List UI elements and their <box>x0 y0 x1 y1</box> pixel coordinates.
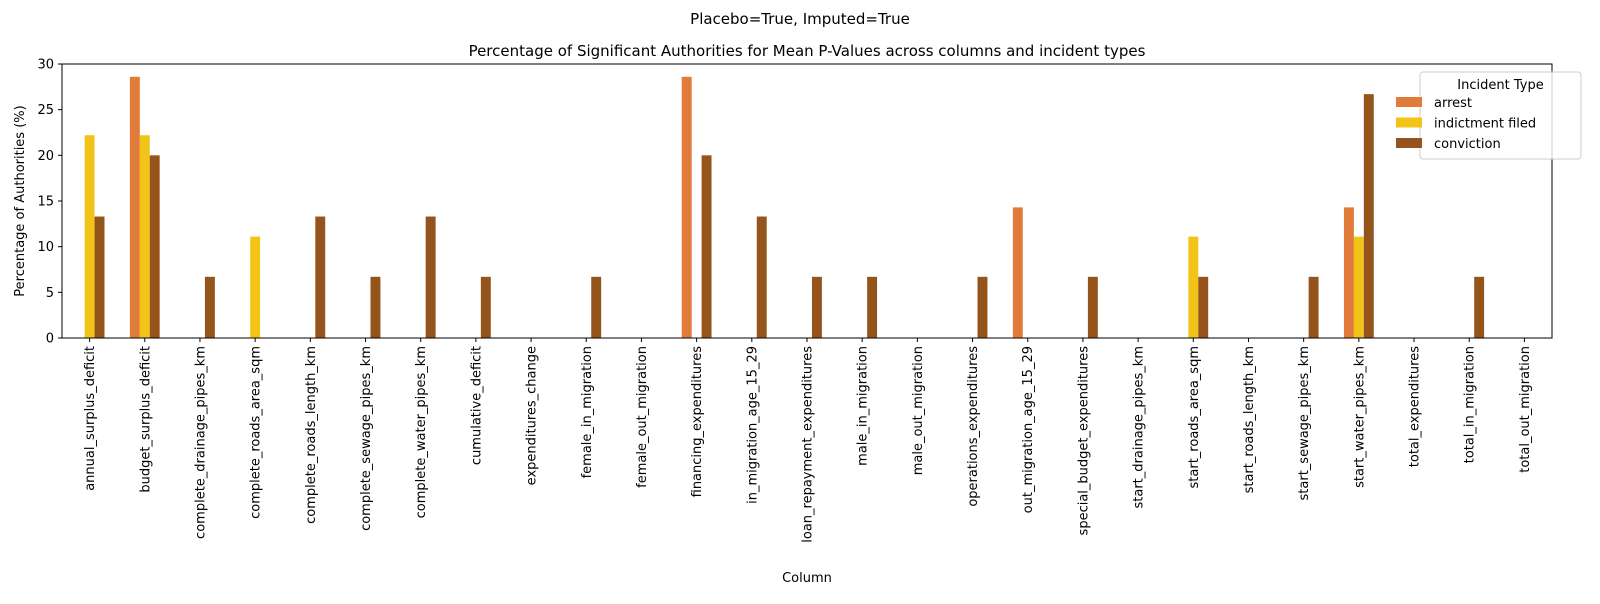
x-axis-label: Column <box>782 571 832 586</box>
bar-conviction-loan_repayment_expenditures <box>811 276 822 338</box>
legend-label-arrest: arrest <box>1434 96 1472 111</box>
legend-swatch-indictment-filed <box>1396 117 1422 128</box>
bar-conviction-special_budget_expenditures <box>1087 276 1098 338</box>
bar-conviction-financing_expenditures <box>701 155 712 338</box>
legend-label-indictment-filed: indictment filed <box>1434 117 1536 132</box>
bar-conviction-in_migration_age_15_29 <box>756 216 767 338</box>
bar-conviction-start_roads_area_sqm <box>1198 276 1209 338</box>
x-tick-label: cumulative_deficit <box>469 346 484 465</box>
bar-conviction-start_sewage_pipes_km <box>1308 276 1319 338</box>
bar-arrest-budget_surplus_deficit <box>129 76 140 338</box>
bar-conviction-male_in_migration <box>867 276 878 338</box>
x-tick-label: special_budget_expenditures <box>1076 346 1091 536</box>
x-tick-label: loan_repayment_expenditures <box>801 346 816 543</box>
x-tick-label: total_expenditures <box>1408 346 1423 467</box>
bar-conviction-cumulative_deficit <box>480 276 491 338</box>
x-tick-label: complete_roads_area_sqm <box>249 346 264 519</box>
y-axis-label: Percentage of Authorities (%) <box>13 105 28 296</box>
x-tick-label: male_out_migration <box>911 346 926 475</box>
bar-conviction-start_water_pipes_km <box>1363 94 1374 338</box>
plot-frame <box>61 63 1553 339</box>
y-tick-label: 15 <box>37 195 54 210</box>
x-tick-label: operations_expenditures <box>966 346 981 507</box>
x-tick-label: complete_roads_length_km <box>304 346 319 524</box>
x-tick-label: total_out_migration <box>1518 346 1533 473</box>
x-tick-label: complete_drainage_pipes_km <box>193 346 208 539</box>
x-tick-label: female_in_migration <box>580 346 595 478</box>
legend-swatch-conviction <box>1396 138 1422 148</box>
x-tick-label: budget_surplus_deficit <box>138 346 153 493</box>
y-tick-label: 20 <box>37 149 54 164</box>
x-tick-label: total_in_migration <box>1463 346 1478 463</box>
x-tick-label: expenditures_change <box>525 346 540 485</box>
bar-conviction-operations_expenditures <box>977 276 988 338</box>
bar-conviction-total_in_migration <box>1474 276 1485 338</box>
x-tick-label: in_migration_age_15_29 <box>745 346 760 504</box>
legend-title: Incident Type <box>1457 78 1543 93</box>
x-tick-label: out_migration_age_15_29 <box>1021 346 1036 513</box>
x-tick-label: financing_expenditures <box>690 346 705 498</box>
bar-arrest-start_water_pipes_km <box>1343 207 1354 338</box>
legend-label-conviction: conviction <box>1434 137 1501 152</box>
x-tick-label: start_water_pipes_km <box>1352 346 1367 488</box>
x-tick-label: annual_surplus_deficit <box>83 346 98 491</box>
bar-indictment-filed-budget_surplus_deficit <box>139 135 150 338</box>
legend-swatch-arrest <box>1396 97 1422 107</box>
x-tick-label: start_sewage_pipes_km <box>1297 346 1312 500</box>
bar-conviction-female_in_migration <box>591 276 602 338</box>
bar-conviction-complete_water_pipes_km <box>425 216 436 338</box>
x-tick-label: complete_water_pipes_km <box>414 346 429 518</box>
y-tick-label: 10 <box>37 240 54 255</box>
x-tick-label: female_out_migration <box>635 346 650 488</box>
legend: Incident Type arrest indictment filed conv… <box>1396 71 1582 160</box>
x-tick-label: start_roads_area_sqm <box>1187 346 1202 488</box>
bar-arrest-financing_expenditures <box>681 76 692 338</box>
x-tick-label: male_in_migration <box>856 346 871 466</box>
y-tick-label: 30 <box>37 58 54 73</box>
bar-indictment-filed-start_roads_area_sqm <box>1188 236 1199 338</box>
bar-conviction-complete_drainage_pipes_km <box>204 276 215 338</box>
bar-indictment-filed-start_water_pipes_km <box>1353 236 1364 338</box>
bar-arrest-out_migration_age_15_29 <box>1012 207 1023 338</box>
bar-conviction-annual_surplus_deficit <box>94 216 105 338</box>
x-tick-label: complete_sewage_pipes_km <box>359 346 374 531</box>
x-tick-label: start_drainage_pipes_km <box>1132 346 1147 509</box>
y-tick-label: 5 <box>46 286 54 301</box>
y-tick-label: 25 <box>37 103 54 118</box>
chart-suptitle: Placebo=True, Imputed=True <box>690 10 910 28</box>
x-tick-label: start_roads_length_km <box>1242 346 1257 493</box>
bar-indictment-filed-annual_surplus_deficit <box>84 135 95 338</box>
bar-indictment-filed-complete_roads_area_sqm <box>250 236 261 338</box>
chart-title: Percentage of Significant Authorities fo… <box>469 42 1146 60</box>
y-tick-label: 0 <box>46 332 54 347</box>
bar-conviction-complete_roads_length_km <box>315 216 326 338</box>
legend-box <box>1419 71 1582 160</box>
bar-conviction-complete_sewage_pipes_km <box>370 276 381 338</box>
plot-area: 0 5 10 15 20 25 30 annual_surplus_deficit budget… <box>37 58 1553 543</box>
bar-conviction-budget_surplus_deficit <box>149 155 160 338</box>
